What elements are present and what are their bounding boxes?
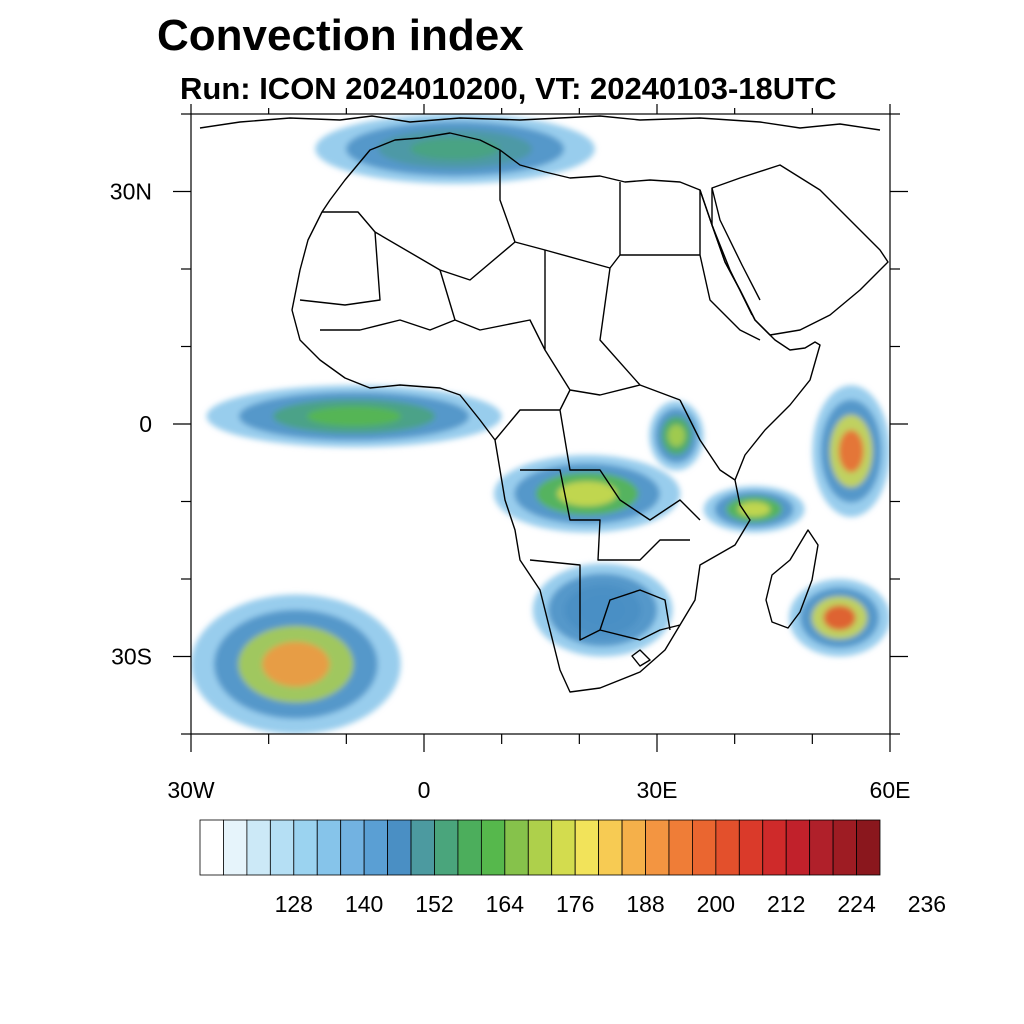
colorbar-swatch — [832, 819, 857, 876]
colorbar-swatch — [480, 819, 506, 876]
colorbar-label: 152 — [415, 891, 453, 917]
convection-cell — [580, 595, 626, 625]
y-tick-label: 30S — [111, 644, 152, 670]
y-tick-label: 30N — [110, 179, 152, 205]
red-sea-coast — [699, 187, 761, 316]
europe-coastline — [199, 115, 881, 131]
convection-cell — [306, 406, 402, 427]
colorbar-swatch — [340, 819, 365, 876]
colorbar-label: 224 — [837, 891, 876, 917]
convection-cell — [410, 137, 500, 161]
colorbar-swatch — [856, 819, 881, 876]
colorbar-label: 176 — [556, 891, 594, 917]
colorbar-swatch — [316, 819, 342, 876]
convection-field — [191, 114, 890, 734]
colorbar-label: 200 — [697, 891, 735, 917]
convection-cell — [823, 605, 856, 631]
colorbar-swatch — [504, 819, 529, 876]
colorbar-swatch — [246, 819, 271, 876]
colorbar-swatch — [199, 819, 224, 876]
map-title: Convection index — [157, 11, 524, 60]
colorbar — [199, 819, 881, 876]
colorbar-swatch — [269, 819, 295, 876]
colorbar-swatch — [785, 819, 811, 876]
axis-tick-labels: 30W 0 30E 60E 30N 0 30S — [110, 179, 911, 804]
colorbar-swatch — [645, 819, 670, 876]
colorbar-swatch — [551, 819, 576, 876]
colorbar-labels: 128 140 152 164 176 188 200 212 224 236 — [275, 891, 946, 917]
colorbar-swatch — [692, 819, 717, 876]
convection-cell — [838, 430, 864, 473]
map-subtitle: Run: ICON 2024010200, VT: 20240103-18UTC — [180, 71, 837, 106]
x-tick-label: 30W — [167, 777, 215, 803]
colorbar-swatch — [293, 819, 318, 876]
colorbar-swatch — [387, 819, 412, 876]
colorbar-swatch — [434, 819, 459, 876]
colorbar-swatch — [223, 819, 248, 876]
x-tick-label: 60E — [870, 777, 911, 803]
x-tick-label: 0 — [418, 777, 431, 803]
colorbar-label: 212 — [767, 891, 805, 917]
colorbar-swatch — [598, 819, 623, 876]
convection-cell — [667, 424, 686, 447]
colorbar-label: 164 — [486, 891, 525, 917]
colorbar-swatch — [738, 819, 764, 876]
colorbar-swatch — [574, 819, 600, 876]
colorbar-swatch — [715, 819, 740, 876]
colorbar-swatch — [410, 819, 435, 876]
colorbar-swatch — [762, 819, 787, 876]
convection-cell — [557, 481, 617, 507]
colorbar-swatch — [668, 819, 693, 876]
colorbar-swatch — [527, 819, 553, 876]
y-tick-label: 0 — [139, 411, 152, 437]
colorbar-swatch — [809, 819, 834, 876]
colorbar-swatch — [621, 819, 646, 876]
colorbar-label: 236 — [908, 891, 946, 917]
x-tick-label: 30E — [637, 777, 678, 803]
coastlines-borders — [199, 115, 889, 693]
madagascar-coastline — [765, 529, 819, 629]
arabia-coastline — [711, 164, 889, 336]
colorbar-label: 128 — [275, 891, 313, 917]
colorbar-swatch — [457, 819, 482, 876]
country-borders — [299, 150, 761, 667]
colorbar-label: 140 — [345, 891, 383, 917]
colorbar-swatch — [363, 819, 388, 876]
axis-ticks — [173, 104, 908, 752]
convection-cell — [262, 641, 330, 687]
colorbar-label: 188 — [626, 891, 664, 917]
